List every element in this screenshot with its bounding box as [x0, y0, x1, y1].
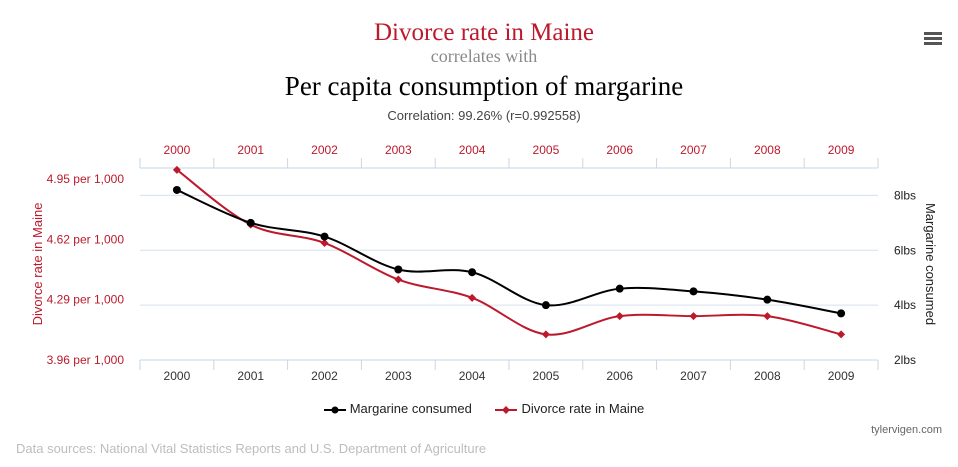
legend-item-margarine[interactable]: Margarine consumed	[323, 401, 472, 416]
point-divorce	[394, 275, 403, 284]
point-divorce	[763, 312, 772, 321]
top-x-tick-label: 2008	[754, 143, 781, 157]
legend-marker-divorce	[495, 405, 518, 414]
top-x-tick-label: 2006	[606, 143, 633, 157]
right-axis-tick-label: 6lbs	[894, 243, 916, 257]
series-line-divorce	[176, 169, 842, 336]
point-divorce	[468, 293, 477, 302]
legend-label-divorce: Divorce rate in Maine	[521, 401, 645, 416]
top-x-tick-label: 2000	[164, 143, 191, 157]
left-axis-tick-label: 3.96 per 1,000	[47, 353, 125, 367]
hamburger-menu-icon[interactable]	[924, 32, 942, 46]
x-tick-label: 2006	[606, 369, 633, 383]
legend-marker-margarine	[323, 406, 346, 414]
point-divorce	[615, 312, 624, 321]
point-divorce	[689, 312, 698, 321]
x-tick-label: 2002	[311, 369, 338, 383]
right-axis-tick-label: 2lbs	[894, 353, 916, 367]
top-x-tick-label: 2002	[311, 143, 338, 157]
point-margarine	[541, 301, 550, 310]
point-margarine	[320, 232, 329, 241]
correlation-text: Correlation: 99.26% (r=0.992558)	[387, 108, 581, 123]
right-axis-title: Margarine consumed	[923, 203, 938, 325]
top-x-tick-label: 2004	[459, 143, 486, 157]
title-margarine: Per capita consumption of margarine	[284, 71, 684, 101]
x-tick-label: 2003	[385, 369, 412, 383]
point-divorce	[172, 165, 181, 174]
x-tick-label: 2000	[164, 369, 191, 383]
x-tick-label: 2008	[754, 369, 781, 383]
title-correlates: correlates with	[430, 46, 538, 66]
point-divorce	[320, 238, 329, 247]
title-divorce: Divorce rate in Maine	[373, 19, 595, 46]
x-tick-label: 2009	[828, 369, 855, 383]
top-x-tick-label: 2005	[533, 143, 560, 157]
top-x-tick-label: 2009	[828, 143, 855, 157]
point-margarine	[763, 295, 772, 304]
data-sources-text: Data sources: National Vital Statistics …	[16, 441, 487, 456]
right-axis-tick-label: 4lbs	[894, 298, 916, 312]
right-axis-tick-label: 8lbs	[894, 188, 916, 202]
point-margarine	[615, 284, 624, 293]
left-axis-tick-label: 4.29 per 1,000	[47, 293, 125, 307]
legend: Margarine consumed Divorce rate in Maine	[0, 401, 958, 416]
x-tick-label: 2001	[237, 369, 264, 383]
x-tick-label: 2007	[680, 369, 707, 383]
left-axis-tick-label: 4.62 per 1,000	[47, 232, 125, 246]
chart-title-block: Divorce rate in Maine correlates with Pe…	[0, 18, 958, 103]
left-axis-tick-label: 4.95 per 1,000	[47, 172, 125, 186]
top-x-tick-label: 2003	[385, 143, 412, 157]
x-tick-label: 2004	[459, 369, 486, 383]
point-margarine	[246, 218, 255, 227]
point-margarine	[837, 309, 846, 318]
left-axis-title: Divorce rate in Maine	[30, 203, 45, 326]
point-margarine	[468, 268, 477, 277]
top-x-tick-label: 2001	[237, 143, 264, 157]
credit-text: tylervigen.com	[871, 424, 942, 436]
point-divorce	[541, 330, 550, 339]
series-line-margarine	[176, 189, 842, 315]
point-divorce	[837, 330, 846, 339]
point-margarine	[172, 185, 181, 194]
point-margarine	[394, 265, 403, 274]
legend-item-divorce[interactable]: Divorce rate in Maine	[495, 401, 644, 416]
x-tick-label: 2005	[533, 369, 560, 383]
legend-label-margarine: Margarine consumed	[349, 401, 472, 416]
top-x-tick-label: 2007	[680, 143, 707, 157]
point-margarine	[689, 287, 698, 296]
